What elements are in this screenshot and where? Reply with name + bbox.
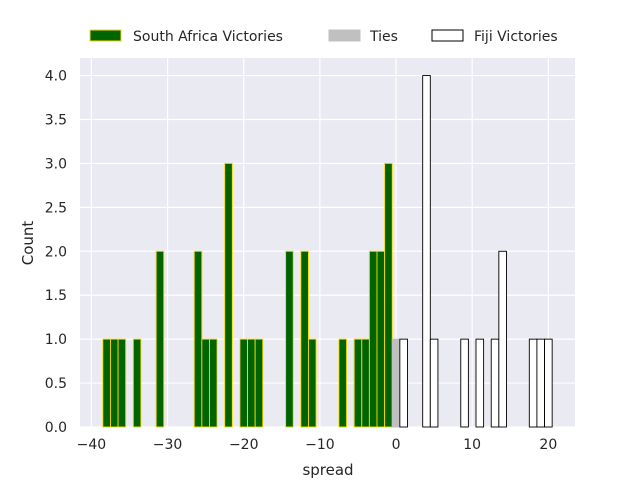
bar — [353, 338, 363, 428]
y-tick-label: 0.0 — [45, 420, 67, 436]
legend: South Africa Victories Ties Fiji Victories — [89, 29, 558, 45]
bar — [247, 338, 256, 428]
legend-swatch — [89, 29, 122, 42]
y-tick-label: 0.5 — [45, 376, 67, 392]
bar — [300, 250, 309, 428]
bar — [490, 338, 500, 428]
bar — [201, 338, 210, 428]
legend-swatch — [328, 29, 361, 42]
bar — [285, 250, 294, 428]
x-tick-label: 20 — [539, 437, 557, 453]
x-tick-label: −20 — [229, 437, 259, 453]
y-tick-label: 3.5 — [45, 113, 67, 129]
bar — [254, 338, 264, 428]
x-tick-label: 0 — [392, 437, 401, 453]
bar — [536, 338, 545, 428]
bar — [391, 338, 401, 428]
bar — [429, 338, 439, 428]
bar — [209, 338, 218, 428]
y-tick-label: 1.0 — [45, 332, 67, 348]
bar — [368, 250, 378, 428]
bar — [102, 338, 111, 428]
x-tick-label: −40 — [77, 437, 107, 453]
x-axis-ticks: −40 −30 −20 −10 0 10 20 — [77, 437, 558, 453]
bar — [498, 250, 507, 428]
bar — [528, 338, 538, 428]
bar — [460, 338, 469, 428]
bar — [132, 338, 142, 428]
y-axis-ticks: 0.0 0.5 1.0 1.5 2.0 2.5 3.0 3.5 4.0 — [45, 69, 67, 436]
bar — [399, 338, 408, 428]
bar — [422, 75, 431, 428]
bar — [155, 250, 165, 428]
x-tick-label: 10 — [463, 437, 481, 453]
x-axis-label: spread — [302, 461, 353, 479]
bar — [117, 338, 127, 428]
bar — [193, 250, 203, 428]
bar — [224, 162, 233, 428]
y-tick-label: 2.0 — [45, 244, 67, 260]
bar — [376, 250, 386, 428]
bar — [338, 338, 347, 428]
x-tick-label: −30 — [153, 437, 183, 453]
bar — [308, 338, 317, 428]
legend-label: South Africa Victories — [133, 29, 283, 45]
legend-swatch — [431, 29, 464, 42]
bar — [544, 338, 553, 428]
bar — [475, 338, 485, 428]
y-tick-label: 1.5 — [45, 288, 67, 304]
bar — [239, 338, 248, 428]
x-tick-label: −10 — [305, 437, 335, 453]
bar — [384, 162, 393, 428]
y-tick-label: 2.5 — [45, 200, 67, 216]
y-tick-label: 4.0 — [45, 69, 67, 85]
legend-label: Ties — [369, 29, 398, 45]
bar — [361, 338, 370, 428]
y-tick-label: 3.0 — [45, 156, 67, 172]
histogram-bars — [102, 75, 553, 428]
bar — [110, 338, 119, 428]
y-axis-label: Count — [19, 221, 37, 266]
legend-label: Fiji Victories — [474, 29, 558, 45]
